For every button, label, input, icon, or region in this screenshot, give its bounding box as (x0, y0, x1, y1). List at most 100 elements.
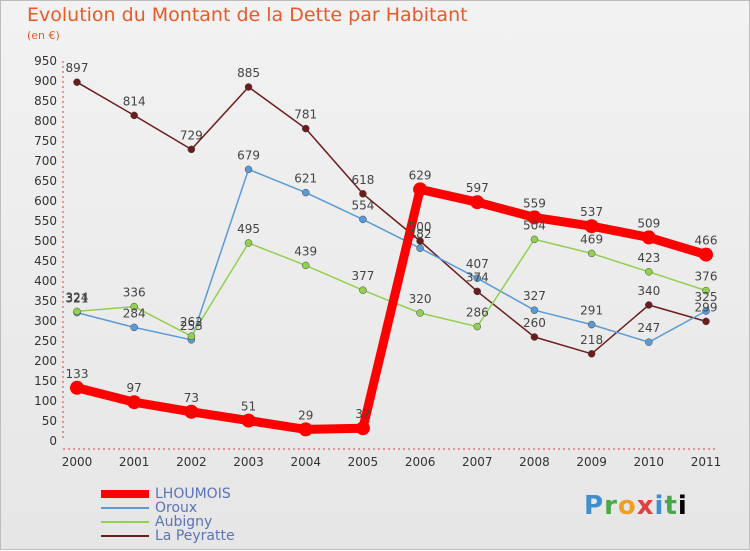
data-label: 260 (523, 316, 546, 330)
y-tick-label: 700 (34, 154, 57, 168)
data-point (187, 145, 196, 154)
data-label: 407 (466, 257, 489, 271)
data-label: 247 (637, 321, 660, 335)
data-point (584, 219, 599, 234)
x-tick-label: 2007 (462, 455, 493, 469)
data-label: 629 (409, 168, 432, 182)
data-point (127, 395, 142, 410)
data-label: 559 (523, 196, 546, 210)
x-tick-label: 2002 (176, 455, 207, 469)
data-point (530, 333, 539, 341)
x-tick-label: 2005 (348, 455, 379, 469)
data-point (587, 320, 596, 329)
data-label: 377 (351, 269, 374, 283)
data-point (73, 307, 81, 316)
y-tick-label: 650 (34, 174, 57, 188)
data-label: 29 (298, 408, 313, 422)
data-point (359, 215, 367, 224)
data-point (530, 306, 539, 314)
series-line-lhoumois (75, 184, 708, 434)
data-point (244, 83, 253, 91)
data-point (416, 309, 424, 317)
chart-title: Evolution du Montant de la Dette par Hab… (27, 4, 468, 26)
data-label: 729 (180, 128, 203, 142)
data-label: 469 (580, 232, 603, 246)
data-point (301, 188, 310, 197)
data-label: 97 (127, 381, 142, 395)
data-label: 133 (66, 367, 89, 381)
data-label: 504 (523, 218, 546, 232)
data-point (413, 182, 428, 197)
data-point (244, 239, 253, 247)
data-point (470, 195, 485, 210)
y-tick-label: 550 (34, 214, 57, 228)
data-point (645, 338, 653, 346)
data-point (130, 111, 138, 120)
data-point (359, 190, 367, 198)
data-label: 495 (237, 222, 260, 236)
data-point (416, 244, 424, 252)
x-tick-label: 2008 (519, 455, 550, 469)
data-label: 423 (637, 251, 660, 265)
x-tick-label: 2011 (691, 455, 722, 469)
y-tick-label: 150 (34, 374, 57, 388)
data-label: 262 (180, 315, 203, 329)
data-label: 325 (695, 290, 718, 304)
y-tick-label: 400 (34, 274, 57, 288)
data-label: 218 (580, 333, 603, 347)
x-tick-label: 2000 (62, 455, 93, 469)
y-tick-label: 950 (34, 54, 57, 68)
data-label: 340 (637, 284, 660, 298)
y-tick-label: 250 (34, 334, 57, 348)
y-tick-label: 50 (42, 414, 57, 428)
data-point (241, 413, 256, 428)
y-tick-label: 350 (34, 294, 57, 308)
legend-label: LHOUMOIS (155, 486, 231, 502)
brand-logo: Proxiti (584, 491, 688, 521)
legend-item: Aubigny (101, 515, 235, 529)
data-point (527, 210, 542, 225)
data-point (298, 422, 313, 437)
legend-item: La Peyratte (101, 529, 235, 543)
data-point (70, 380, 84, 395)
data-label: 327 (523, 289, 546, 303)
data-point (130, 323, 138, 332)
data-point (184, 404, 199, 419)
data-label: 374 (466, 270, 489, 284)
data-point (473, 287, 482, 296)
data-label: 284 (123, 306, 146, 320)
data-point (702, 317, 710, 326)
data-point (130, 302, 138, 311)
data-point (473, 274, 482, 282)
y-tick-label: 450 (34, 254, 57, 268)
data-point (355, 421, 370, 436)
data-point (641, 230, 656, 245)
data-label: 509 (637, 216, 660, 230)
data-label: 439 (294, 244, 317, 258)
data-label: 253 (180, 319, 203, 333)
data-label: 336 (123, 286, 146, 300)
y-tick-label: 900 (34, 74, 57, 88)
data-label: 621 (294, 172, 317, 186)
data-label: 597 (466, 181, 489, 195)
data-label: 482 (409, 227, 432, 241)
data-label: 897 (66, 61, 89, 75)
data-point (473, 322, 482, 331)
data-point (702, 307, 710, 315)
data-point (645, 301, 653, 309)
data-label: 321 (66, 292, 89, 306)
data-point (359, 286, 367, 294)
y-tick-label: 750 (34, 134, 57, 148)
data-point (645, 268, 653, 276)
data-point (301, 261, 310, 270)
legend: LHOUMOIS Oroux Aubigny La Peyratte (101, 487, 235, 543)
data-label: 679 (237, 148, 260, 162)
y-tick-label: 100 (34, 394, 57, 408)
x-tick-label: 2009 (576, 455, 607, 469)
legend-swatch (101, 507, 149, 509)
data-point (73, 78, 81, 86)
x-tick-label: 2010 (634, 455, 665, 469)
y-tick-label: 800 (34, 114, 57, 128)
data-label: 814 (123, 94, 146, 108)
